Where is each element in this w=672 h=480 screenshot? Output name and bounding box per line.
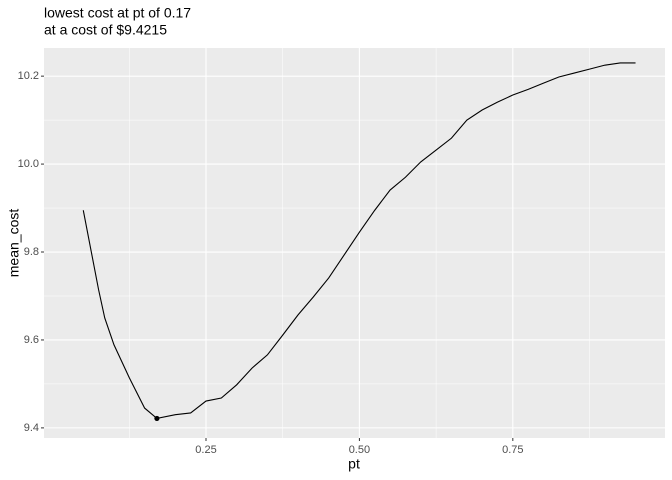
x-tick-label: 0.25 [195, 444, 216, 456]
y-tick-label: 10.0 [18, 158, 39, 170]
y-tick-label: 9.4 [24, 422, 39, 434]
y-tick-label: 10.2 [18, 70, 39, 82]
x-tick-label: 0.75 [502, 444, 523, 456]
y-tick-label: 9.6 [24, 334, 39, 346]
x-tick-label: 0.50 [349, 444, 370, 456]
x-axis-title: pt [348, 456, 360, 472]
y-axis-title: mean_cost [6, 209, 22, 278]
chart-title: lowest cost at pt of 0.17 [44, 5, 191, 21]
chart-title: at a cost of $9.4215 [44, 22, 167, 38]
y-tick-label: 9.8 [24, 246, 39, 258]
line [82, 62, 636, 420]
highlight-point [154, 415, 160, 422]
panel [44, 48, 665, 438]
